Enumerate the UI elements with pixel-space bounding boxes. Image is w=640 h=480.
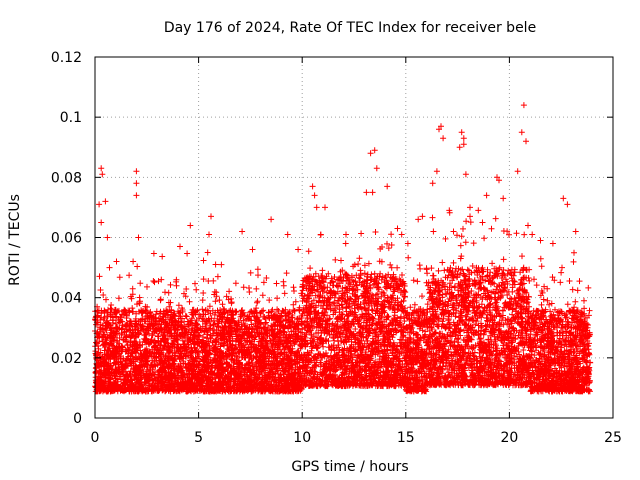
roti-point bbox=[371, 147, 378, 154]
roti-point-cloud bbox=[92, 209, 594, 395]
points-layer bbox=[92, 102, 594, 395]
roti-point bbox=[133, 180, 140, 187]
y-tick-label: 0.04 bbox=[51, 291, 82, 307]
roti-point bbox=[585, 342, 592, 349]
ticks-layer: 0 5 10 15 20 25 0 0.02 0.04 0.06 0.08 0.1 0.12 bbox=[51, 50, 622, 446]
roti-point bbox=[133, 168, 140, 175]
roti-point bbox=[158, 276, 165, 283]
roti-point bbox=[208, 213, 214, 220]
roti-point bbox=[295, 246, 302, 253]
roti-point bbox=[106, 264, 113, 271]
y-tick-label: 0.08 bbox=[51, 170, 82, 186]
roti-point bbox=[284, 231, 291, 238]
roti-point bbox=[433, 168, 440, 175]
roti-point bbox=[133, 192, 140, 199]
roti-point bbox=[398, 231, 405, 238]
roti-point bbox=[460, 135, 467, 142]
roti-point bbox=[460, 141, 467, 148]
y-axis-label: ROTI / TECUs bbox=[7, 194, 23, 286]
roti-point bbox=[458, 129, 465, 136]
roti-point bbox=[514, 168, 521, 175]
y-tick-label: 0.02 bbox=[51, 351, 82, 367]
roti-point bbox=[313, 204, 320, 211]
x-tick-label: 15 bbox=[397, 430, 415, 446]
roti-point bbox=[450, 228, 457, 235]
roti-point bbox=[187, 222, 194, 229]
roti-point bbox=[456, 144, 463, 151]
roti-point bbox=[475, 207, 482, 214]
x-tick-label: 10 bbox=[293, 430, 311, 446]
roti-point bbox=[446, 207, 453, 214]
roti-point bbox=[419, 213, 426, 220]
roti-point bbox=[218, 261, 225, 268]
roti-point bbox=[483, 192, 490, 199]
roti-point bbox=[438, 123, 444, 130]
roti-point bbox=[239, 228, 246, 235]
roti-point bbox=[96, 201, 103, 208]
roti-point bbox=[104, 234, 111, 241]
roti-point bbox=[581, 297, 587, 304]
roti-point bbox=[373, 165, 380, 172]
roti-point bbox=[363, 189, 370, 196]
roti-point bbox=[529, 231, 536, 238]
roti-point bbox=[429, 180, 436, 187]
roti-point bbox=[572, 228, 579, 235]
roti-point bbox=[523, 138, 529, 145]
roti-point bbox=[98, 219, 105, 226]
chart-title: Day 176 of 2024, Rate Of TEC Index for r… bbox=[164, 20, 536, 36]
roti-point bbox=[311, 192, 318, 199]
roti-point bbox=[496, 177, 502, 184]
x-axis-label: GPS time / hours bbox=[291, 459, 408, 475]
roti-point bbox=[560, 195, 567, 202]
x-tick-label: 20 bbox=[500, 430, 518, 446]
roti-point bbox=[404, 240, 411, 247]
x-tick-label: 5 bbox=[194, 430, 203, 446]
roti-point bbox=[518, 129, 525, 136]
roti-point bbox=[462, 171, 469, 178]
roti-point bbox=[525, 222, 531, 229]
roti-point bbox=[520, 102, 527, 109]
roti-point bbox=[467, 204, 473, 211]
roti-point bbox=[249, 246, 256, 253]
roti-point bbox=[564, 201, 571, 208]
y-tick-label: 0.06 bbox=[51, 231, 82, 247]
roti-point bbox=[309, 183, 316, 190]
roti-point bbox=[268, 216, 275, 223]
roti-point bbox=[384, 183, 391, 190]
roti-point bbox=[369, 189, 376, 196]
y-tick-label: 0.12 bbox=[51, 50, 82, 66]
roti-point bbox=[322, 204, 328, 211]
roti-point bbox=[394, 225, 401, 232]
roti-point bbox=[549, 240, 556, 247]
roti-point bbox=[99, 171, 106, 178]
y-tick-label: 0 bbox=[73, 411, 82, 427]
roti-point bbox=[98, 165, 105, 172]
roti-point bbox=[206, 231, 212, 238]
x-tick-label: 0 bbox=[91, 430, 100, 446]
roti-point bbox=[537, 237, 544, 244]
roti-point bbox=[479, 219, 486, 226]
roti-point bbox=[415, 216, 422, 223]
roti-point bbox=[342, 240, 349, 247]
roti-point bbox=[367, 150, 374, 157]
roti-point bbox=[177, 243, 183, 250]
roti-point bbox=[102, 198, 109, 205]
y-tick-label: 0.1 bbox=[60, 110, 82, 126]
roti-point bbox=[317, 231, 324, 238]
roti-point bbox=[440, 135, 447, 142]
x-tick-label: 25 bbox=[604, 430, 622, 446]
roti-point bbox=[500, 195, 507, 202]
roti-point bbox=[135, 234, 142, 241]
